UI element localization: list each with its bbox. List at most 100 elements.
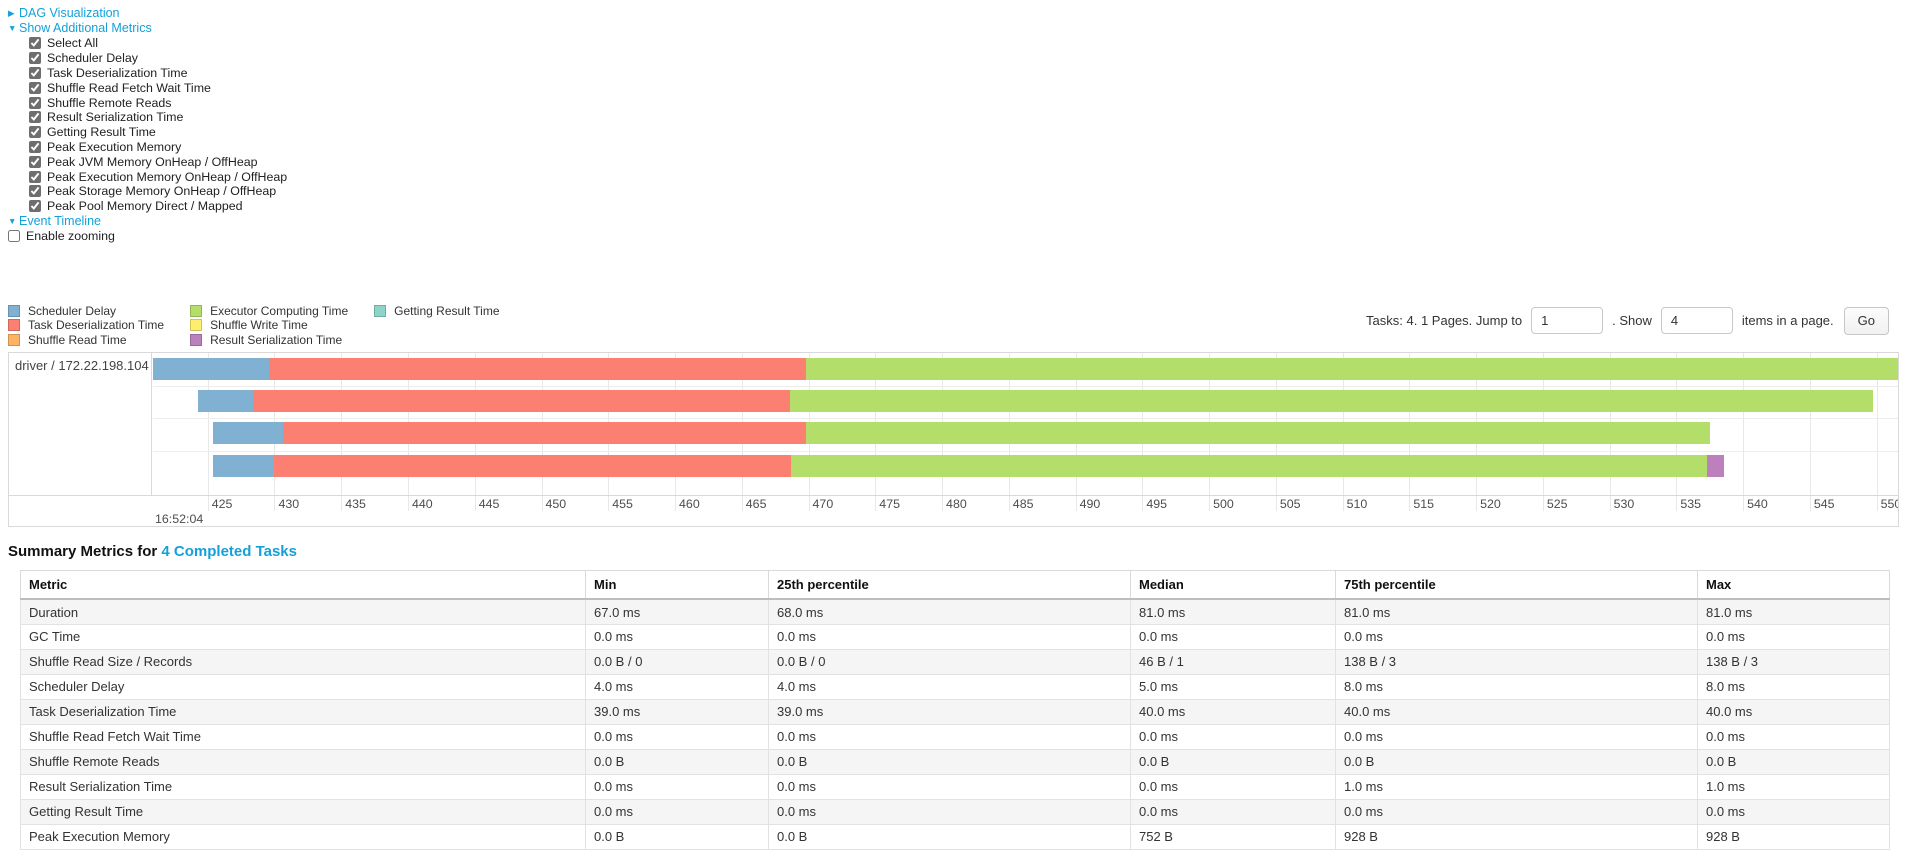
dag-visualization-toggle[interactable]: ▶ DAG Visualization: [8, 6, 1899, 21]
summary-header-row: Metric Min 25th percentile Median 75th perce…: [20, 570, 1890, 601]
task-bar-segment[interactable]: [274, 454, 792, 477]
metric-value-cell: 40.0 ms: [1697, 698, 1890, 725]
metric-checkbox-item[interactable]: Scheduler Delay: [29, 51, 1899, 66]
task-bar-segment[interactable]: [253, 390, 790, 413]
metric-value-cell: 39.0 ms: [585, 698, 769, 725]
checkbox-icon[interactable]: [29, 200, 41, 213]
metric-value-cell: 0.0 ms: [585, 723, 769, 750]
group-row-divider: [153, 418, 1898, 420]
checkbox-icon[interactable]: [29, 140, 41, 153]
table-row: Result Serialization Time 0.0 ms 0.0 ms 0.0…: [20, 773, 1890, 800]
metric-checkbox-item[interactable]: Peak Execution Memory OnHeap / OffHeap: [29, 169, 1899, 184]
time-axis-tick-label: 445: [478, 497, 500, 512]
event-timeline-toggle[interactable]: ▼ Event Timeline: [8, 214, 1899, 229]
time-axis-tick-label: 530: [1613, 497, 1635, 512]
checkbox-icon[interactable]: [29, 81, 41, 94]
legend-item: Getting Result Time: [374, 303, 500, 319]
time-axis-tick-label: 430: [278, 497, 300, 512]
metric-checkbox-label: Peak Execution Memory: [47, 139, 182, 154]
metric-checkbox-label: Getting Result Time: [47, 125, 156, 140]
legend-label: Scheduler Delay: [28, 303, 117, 318]
metric-checkbox-item[interactable]: Peak Storage Memory OnHeap / OffHeap: [29, 184, 1899, 199]
task-bar-segment[interactable]: [213, 454, 275, 477]
metric-name-cell: Duration: [20, 598, 586, 625]
metric-checkbox-item[interactable]: Result Serialization Time: [29, 110, 1899, 125]
task-bar-segment[interactable]: [153, 357, 270, 380]
time-axis-tick-label: 475: [879, 497, 900, 512]
metric-name-cell: Shuffle Read Size / Records: [20, 648, 586, 675]
task-bar-segment[interactable]: [805, 357, 1898, 380]
group-row-divider: [153, 450, 1898, 452]
metric-value-cell: 0.0 ms: [1130, 723, 1336, 750]
time-axis-tick-label: 485: [1012, 497, 1034, 512]
timeline-bars: [153, 353, 1898, 495]
task-bar-segment[interactable]: [791, 454, 1708, 477]
metric-checkbox-item[interactable]: Peak Pool Memory Direct / Mapped: [29, 199, 1899, 214]
metric-checkbox-item[interactable]: Peak JVM Memory OnHeap / OffHeap: [29, 154, 1899, 169]
task-bar-segment[interactable]: [213, 422, 283, 445]
time-axis-tick-label: 520: [1480, 497, 1501, 512]
metric-value-cell: 1.0 ms: [1335, 773, 1698, 800]
legend-label: Result Serialization Time: [210, 333, 343, 348]
metric-checkbox-item[interactable]: Shuffle Remote Reads: [29, 95, 1899, 110]
metric-value-cell: 8.0 ms: [1697, 673, 1890, 700]
time-axis-tick-label: 440: [412, 497, 433, 512]
task-bar-segment[interactable]: [282, 422, 806, 445]
metric-value-cell: 0.0 B / 0: [768, 648, 1131, 675]
time-axis-tick-label: 480: [946, 497, 967, 512]
time-axis-tick-label: 540: [1747, 497, 1768, 512]
time-axis-tick-label: 455: [612, 497, 633, 512]
task-bar-segment[interactable]: [198, 390, 254, 413]
summary-heading-prefix: Summary Metrics for: [8, 543, 162, 561]
items-per-page-input[interactable]: [1660, 307, 1733, 335]
table-row: Shuffle Read Fetch Wait Time 0.0 ms 0.0 ms…: [20, 723, 1890, 750]
metric-value-cell: 0.0 ms: [768, 798, 1131, 825]
checkbox-icon[interactable]: [29, 126, 41, 139]
checkbox-icon[interactable]: [29, 37, 41, 50]
metric-checkbox-label: Peak Execution Memory OnHeap / OffHeap: [47, 169, 288, 184]
time-axis-tick-label: 465: [745, 497, 767, 512]
metric-value-cell: 0.0 ms: [1697, 798, 1890, 825]
checkbox-icon[interactable]: [29, 52, 41, 65]
checkbox-icon[interactable]: [29, 155, 41, 168]
metric-value-cell: 0.0 ms: [1697, 623, 1890, 650]
table-row: Shuffle Read Size / Records 0.0 B / 0 0.0 …: [20, 648, 1890, 675]
metric-checkbox-item[interactable]: Shuffle Read Fetch Wait Time: [29, 80, 1899, 95]
metric-checkbox-item[interactable]: Select All: [29, 36, 1899, 51]
jump-to-page-input[interactable]: [1531, 307, 1604, 335]
metric-checkbox-item[interactable]: Getting Result Time: [29, 125, 1899, 140]
metric-checkbox-label: Peak Pool Memory Direct / Mapped: [47, 199, 243, 214]
metric-value-cell: 752 B: [1130, 823, 1336, 850]
metric-checkbox-label: Peak JVM Memory OnHeap / OffHeap: [47, 154, 258, 169]
enable-zooming-checkbox[interactable]: [8, 230, 20, 243]
metric-value-cell: 0.0 ms: [1130, 623, 1336, 650]
metric-value-cell: 81.0 ms: [1130, 598, 1336, 625]
task-pagination: Tasks: 4. 1 Pages. Jump to . Show items …: [1366, 295, 1889, 348]
enable-zooming-label: Enable zooming: [26, 229, 115, 244]
legend-item: Shuffle Write Time: [190, 318, 348, 333]
checkbox-icon[interactable]: [29, 66, 41, 79]
legend-label: Getting Result Time: [394, 303, 500, 318]
checkbox-icon[interactable]: [29, 111, 41, 124]
legend-swatch: [8, 334, 20, 347]
task-bar-segment[interactable]: [269, 357, 806, 380]
checkbox-icon[interactable]: [29, 170, 41, 183]
checkbox-icon[interactable]: [29, 185, 41, 198]
task-bar-segment[interactable]: [1707, 454, 1725, 477]
checkbox-icon[interactable]: [29, 96, 41, 109]
metric-checkbox-item[interactable]: Task Deserialization Time: [29, 66, 1899, 81]
task-bar-segment[interactable]: [789, 390, 1873, 413]
metric-value-cell: 0.0 ms: [768, 723, 1131, 750]
time-axis-tick-label: 460: [679, 497, 700, 512]
show-additional-metrics-toggle[interactable]: ▼ Show Additional Metrics: [8, 21, 1899, 36]
task-bar-segment[interactable]: [805, 422, 1710, 445]
enable-zooming-option[interactable]: Enable zooming: [8, 229, 1899, 244]
go-button[interactable]: Go: [1843, 306, 1889, 335]
grid-line: [1743, 353, 1745, 512]
metric-checkbox-item[interactable]: Peak Execution Memory: [29, 140, 1899, 155]
metric-value-cell: 4.0 ms: [585, 673, 769, 700]
completed-tasks-link[interactable]: 4 Completed Tasks: [161, 543, 297, 561]
metric-value-cell: 928 B: [1697, 823, 1890, 850]
legend-item: Scheduler Delay: [8, 304, 164, 319]
time-axis-ticks: 16:52:04 425 430 435 440 445 450 455 460 465 470 4…: [153, 496, 1898, 526]
